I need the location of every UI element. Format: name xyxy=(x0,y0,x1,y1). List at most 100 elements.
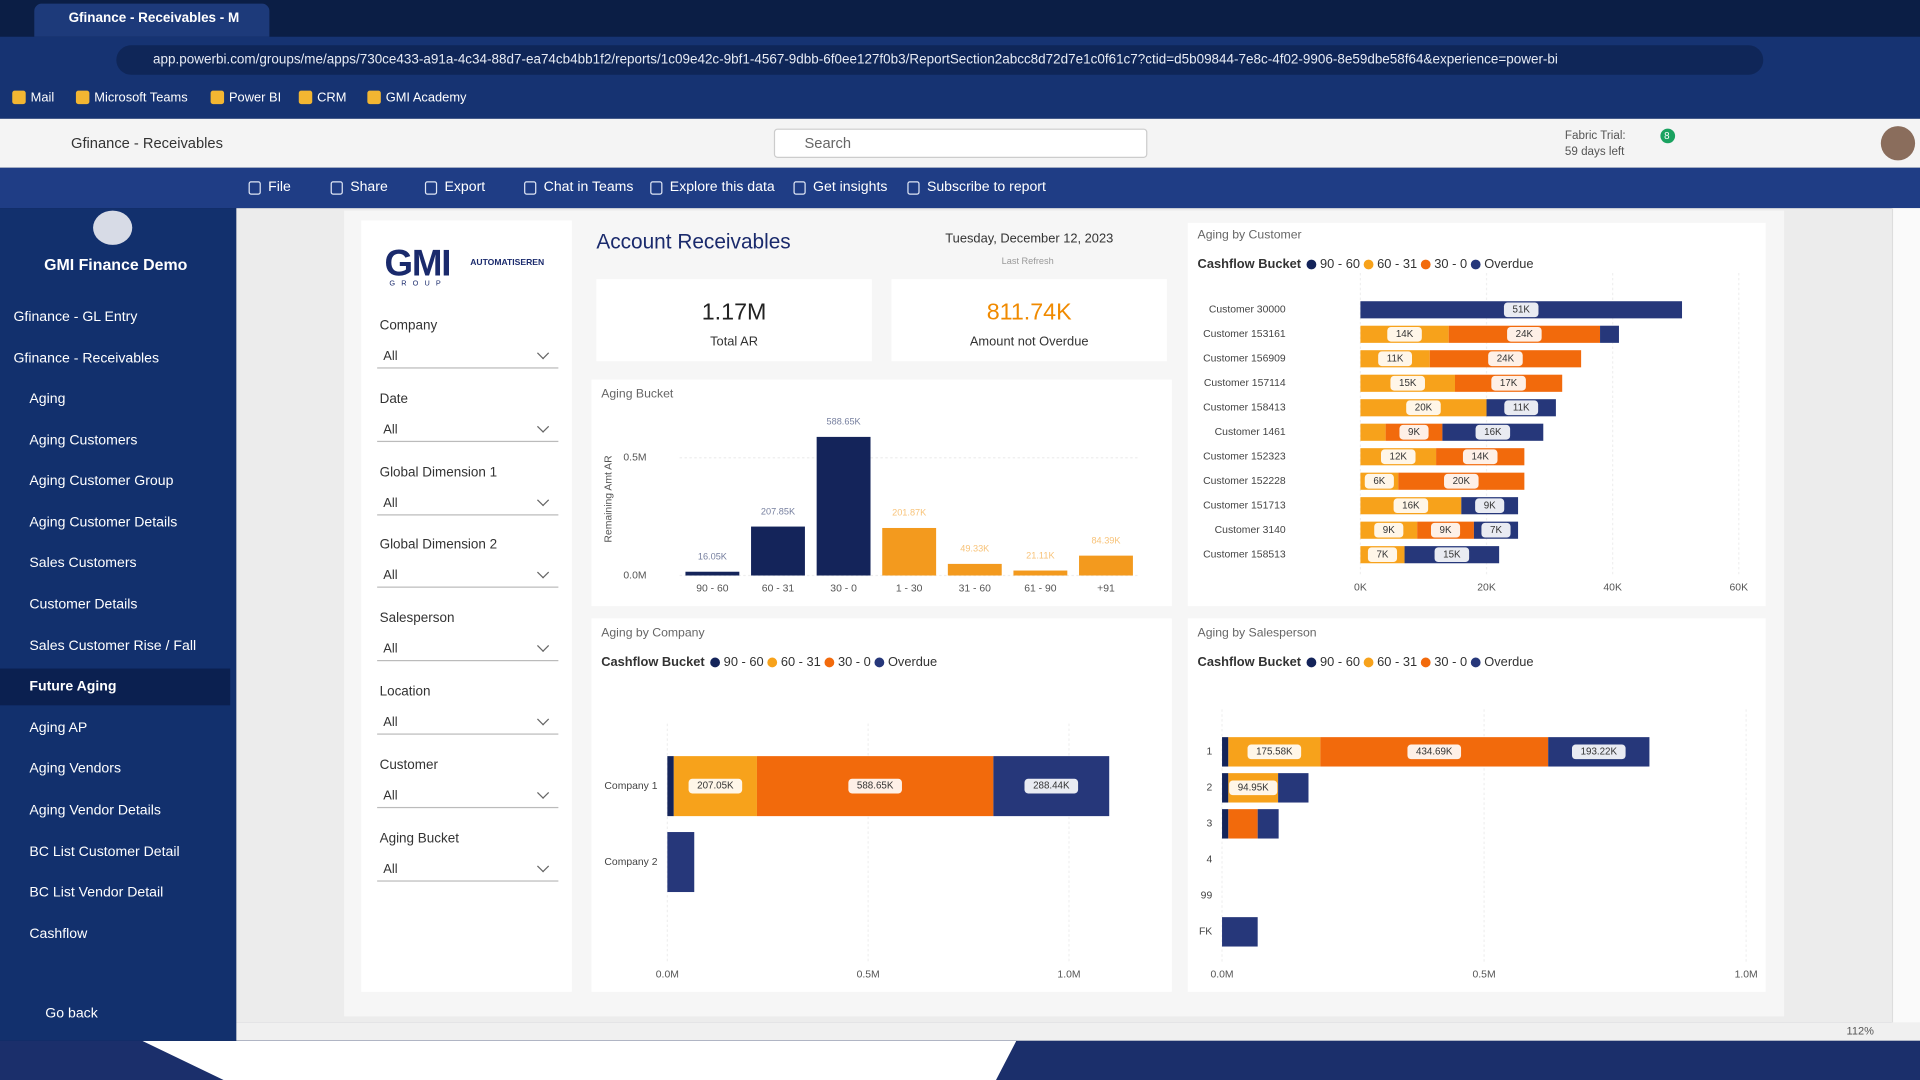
toolbar-button[interactable]: Export xyxy=(444,180,486,195)
workspace-name[interactable]: Gfinance - Receivables xyxy=(71,134,223,152)
toolbar-icon xyxy=(330,181,343,195)
filter-dropdown[interactable] xyxy=(377,417,559,442)
chart-panel xyxy=(591,618,1172,992)
filter-value: All xyxy=(383,788,398,804)
filter-label: Global Dimension 1 xyxy=(379,464,498,480)
nav-item[interactable]: Aging Customer Details xyxy=(29,515,178,530)
bookmark[interactable]: Mail xyxy=(30,90,55,106)
search-placeholder: Search xyxy=(804,134,852,152)
filter-label: Location xyxy=(379,684,431,700)
bookmark-icon xyxy=(12,90,26,105)
app-name: GMI Finance Demo xyxy=(44,255,188,274)
nav-item[interactable]: BC List Vendor Detail xyxy=(29,885,164,901)
nav-item[interactable]: Sales Customer Rise / Fall xyxy=(29,638,197,654)
filter-label: Salesperson xyxy=(379,611,455,626)
toolbar-icon xyxy=(650,181,663,195)
nav-item[interactable]: Cashflow xyxy=(29,926,88,942)
chart-panel xyxy=(1187,618,1766,992)
filter-value: All xyxy=(383,422,398,437)
notification-badge xyxy=(1660,128,1676,144)
toolbar-button[interactable]: Explore this data xyxy=(669,180,775,195)
avatar[interactable] xyxy=(1880,126,1916,161)
trial-days: 59 days left xyxy=(1564,145,1625,159)
toolbar-button[interactable]: Subscribe to report xyxy=(926,180,1046,195)
bookmark[interactable]: Microsoft Teams xyxy=(94,90,188,106)
filter-label: Global Dimension 2 xyxy=(379,538,498,553)
bookmark-icon xyxy=(210,90,225,105)
nav-item[interactable]: Aging Vendor Details xyxy=(29,803,161,818)
kpi-value: 811.74K xyxy=(986,300,1072,326)
refresh-label: Last Refresh xyxy=(1001,255,1054,267)
bookmark-icon xyxy=(367,90,381,105)
chart-panel xyxy=(591,379,1172,607)
kpi-card xyxy=(596,279,872,362)
chart-panel xyxy=(1187,222,1766,607)
bookmark-icon xyxy=(75,90,90,105)
filter-value: All xyxy=(383,861,398,877)
filter-label: Company xyxy=(379,318,438,334)
nav-logo xyxy=(93,210,133,245)
bookmark[interactable]: GMI Academy xyxy=(385,90,467,106)
filter-value: All xyxy=(383,348,398,364)
nav-item[interactable]: Aging Vendors xyxy=(29,762,121,777)
zoom: 112% xyxy=(1846,1024,1874,1038)
toolbar-icon xyxy=(793,181,806,195)
filter-value: All xyxy=(383,568,398,584)
logo: GMI xyxy=(384,243,451,285)
filter-dropdown[interactable] xyxy=(377,491,559,516)
toolbar-button[interactable]: Share xyxy=(350,180,388,195)
kpi-label: Total AR xyxy=(710,334,759,349)
filter-label: Aging Bucket xyxy=(379,830,459,846)
filter-dropdown[interactable] xyxy=(377,344,559,369)
filter-dropdown[interactable] xyxy=(377,637,559,662)
filter-dropdown[interactable] xyxy=(377,783,559,808)
url-field[interactable] xyxy=(116,45,1764,75)
trial-title: Fabric Trial: xyxy=(1564,129,1626,143)
nav-section[interactable]: Gfinance - Receivables xyxy=(13,351,160,367)
nav-item[interactable]: Sales Customers xyxy=(29,556,137,572)
filter-dropdown[interactable] xyxy=(377,564,559,589)
nav-item[interactable]: Aging Customer Group xyxy=(29,474,174,489)
nav-item[interactable]: Customer Details xyxy=(29,597,138,613)
kpi-label: Amount not Overdue xyxy=(969,334,1089,349)
search-box[interactable] xyxy=(773,128,1148,158)
toolbar-icon xyxy=(524,181,537,195)
filter-panel xyxy=(361,220,572,992)
tab-title: Gfinance - Receivables - Multi xyxy=(68,11,240,26)
go-back[interactable]: Go back xyxy=(45,1006,98,1022)
report-title: Account Receivables xyxy=(596,230,791,254)
notification-count: 8 xyxy=(1664,130,1670,142)
report-date: Tuesday, December 12, 2023 xyxy=(945,231,1114,247)
nav-item[interactable]: Future Aging xyxy=(29,679,117,695)
url: app.powerbi.com/groups/me/apps/730ce433-… xyxy=(153,52,1558,68)
kpi-value: 1.17M xyxy=(701,300,767,326)
nav-item[interactable]: Aging Customers xyxy=(29,432,138,448)
filters-strip[interactable] xyxy=(1891,208,1920,1023)
left-nav xyxy=(0,208,237,1041)
bookmark[interactable]: Power BI xyxy=(228,90,282,106)
tab-strip xyxy=(0,0,1920,37)
toolbar-button[interactable]: Get insights xyxy=(813,180,888,195)
filter-dropdown[interactable] xyxy=(377,857,559,882)
filter-value: All xyxy=(383,641,398,657)
nav-section[interactable]: Gfinance - GL Entry xyxy=(13,309,138,325)
status-bar xyxy=(236,1022,1920,1041)
nav-active xyxy=(0,668,231,706)
toolbar-icon xyxy=(424,181,438,195)
filter-value: All xyxy=(383,715,398,730)
filter-dropdown[interactable] xyxy=(377,710,559,735)
logo-group: GROUP xyxy=(389,280,447,288)
filter-label: Customer xyxy=(379,757,438,773)
logo-tagline: AUTOMATISEREN xyxy=(470,258,545,268)
nav-item[interactable]: Aging xyxy=(29,391,66,407)
filter-label: Date xyxy=(379,391,409,407)
toolbar-button[interactable]: File xyxy=(268,180,291,195)
browser-tab[interactable] xyxy=(34,3,270,37)
toolbar-button[interactable]: Chat in Teams xyxy=(543,180,634,195)
nav-item[interactable]: BC List Customer Detail xyxy=(29,844,180,860)
toolbar-icon xyxy=(907,181,920,195)
nav-item[interactable]: Aging AP xyxy=(29,720,88,736)
bookmark-icon xyxy=(298,90,313,105)
bookmark[interactable]: CRM xyxy=(317,90,347,106)
